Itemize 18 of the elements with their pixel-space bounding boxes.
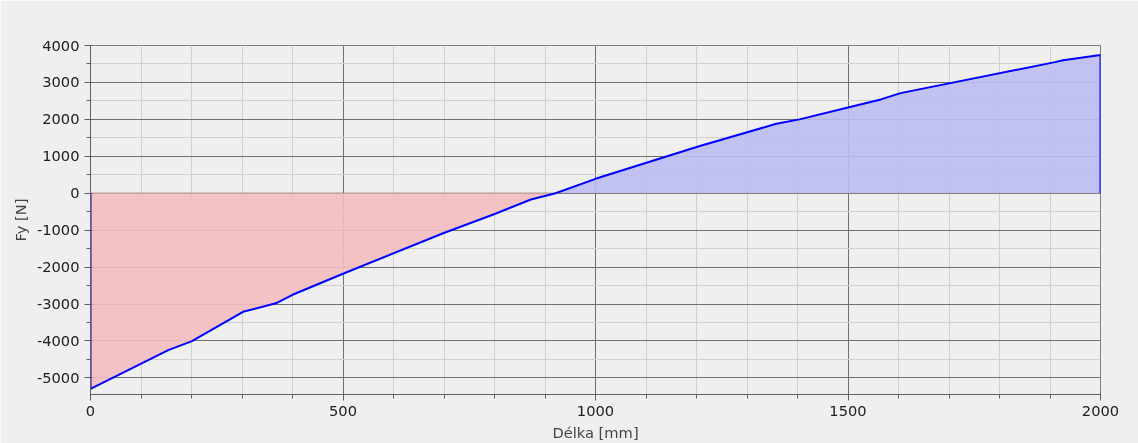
- y-tick-label: -4000: [36, 331, 80, 349]
- y-tick-label: -5000: [36, 368, 80, 386]
- line-series: [90, 54, 1101, 390]
- y-tick-label: 2000: [42, 110, 80, 128]
- y-tick-label: 1000: [42, 147, 80, 165]
- x-tick-label: 1000: [576, 401, 615, 419]
- x-tick-label: 1500: [829, 401, 867, 419]
- y-tick-label: 3000: [42, 73, 80, 91]
- x-axis-title: Délka [mm]: [552, 423, 639, 441]
- x-tick-label: 500: [329, 401, 357, 419]
- y-tick-label: -3000: [36, 295, 80, 313]
- y-tick-label: 0: [70, 184, 80, 202]
- y-tick-label: 4000: [42, 36, 80, 54]
- x-tick-label: 2000: [1081, 401, 1120, 419]
- x-tick-label: 0: [85, 401, 96, 419]
- y-tick-label: -1000: [36, 221, 80, 239]
- y-axis-title: Fy [N]: [11, 198, 29, 242]
- y-tick-label: -2000: [36, 258, 80, 276]
